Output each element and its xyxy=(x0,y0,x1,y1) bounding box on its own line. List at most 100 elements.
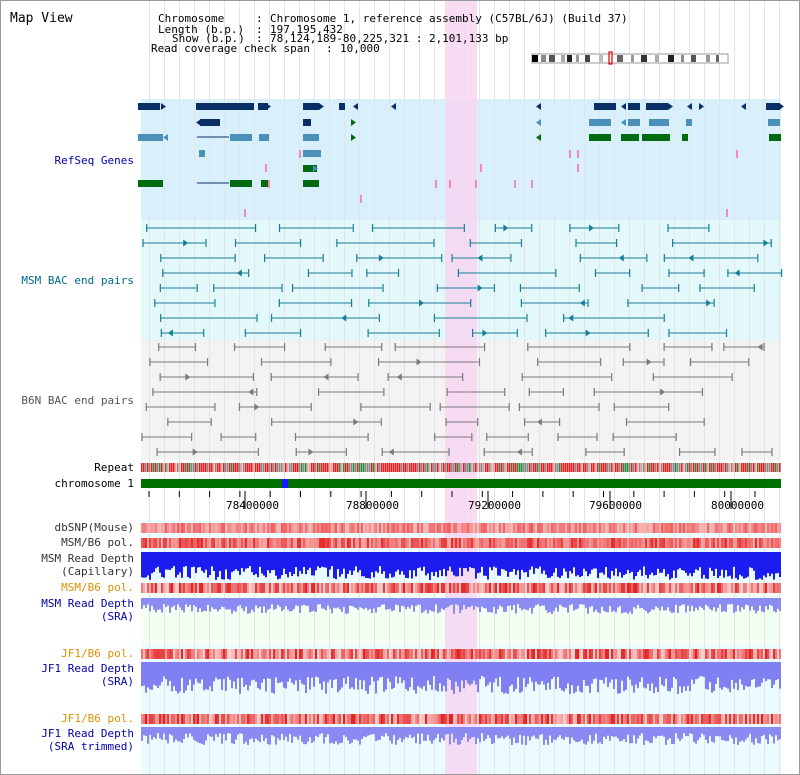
jf1-read-depth-trim-bar xyxy=(301,727,303,742)
msm-b6-pol-heat xyxy=(573,538,575,548)
msm-read-depth-cap-bar xyxy=(457,552,459,577)
jf1-b6-pol-heat xyxy=(437,649,439,659)
dbsnp-heat xyxy=(327,523,329,533)
dbsnp-heat xyxy=(185,523,187,533)
gene-exon xyxy=(589,134,611,141)
msm-read-depth-cap-bar xyxy=(419,552,421,568)
dbsnp-heat xyxy=(769,523,771,533)
gene-exon xyxy=(768,119,780,126)
jf1-read-depth-sra-bar xyxy=(343,662,345,679)
repeat-mark xyxy=(773,463,775,472)
msm-read-depth-cap-bar xyxy=(285,552,287,574)
msm-read-depth-cap-bar xyxy=(703,552,705,575)
msm-read-depth-sra-bar xyxy=(589,598,591,608)
jf1-b6-pol-heat xyxy=(363,649,365,659)
msm-read-depth-cap-bar xyxy=(361,552,363,577)
repeat-mark xyxy=(635,463,637,472)
jf1-read-depth-sra-bar xyxy=(167,662,169,686)
jf1-b6-pol-heat xyxy=(193,649,195,659)
repeat-mark xyxy=(143,463,145,472)
msm-b6-pol-heat xyxy=(429,538,431,548)
dbsnp-heat xyxy=(525,523,527,533)
jf1-b6-pol-heat xyxy=(639,649,641,659)
jf1-read-depth-sra-bar xyxy=(441,662,443,692)
msm-b6-pol-heat xyxy=(461,583,463,593)
msm-read-depth-sra-bar xyxy=(279,598,281,608)
b6n-bac-end xyxy=(527,343,529,351)
jf1-read-depth-trim-bar xyxy=(241,727,243,734)
jf1-read-depth-sra-bar xyxy=(201,662,203,680)
grid-line xyxy=(389,1,390,774)
msm-b6-pol-heat xyxy=(383,583,385,593)
msm-read-depth-sra-bar xyxy=(259,598,261,607)
msm-b6-pol-heat xyxy=(513,538,515,548)
jf1-read-depth-sra-bar xyxy=(681,662,683,693)
msm-b6-pol-heat xyxy=(593,583,595,593)
jf1-b6-pol-heat xyxy=(197,649,199,659)
msm-b6-pol-heat xyxy=(379,538,381,548)
dbsnp-heat xyxy=(511,523,513,533)
dbsnp-heat xyxy=(383,523,385,533)
msm-read-depth-cap-bar xyxy=(303,552,305,568)
jf1-b6-pol-heat xyxy=(651,714,653,724)
msm-b6-pol-heat xyxy=(279,583,281,593)
msm-read-depth-sra-bar xyxy=(331,598,333,614)
msm-b6-pol-heat xyxy=(257,583,259,593)
msm-b6-pol-heat xyxy=(201,538,203,548)
msm-read-depth-sra-bar xyxy=(623,598,625,613)
dbsnp-heat xyxy=(389,523,391,533)
jf1-b6-pol-heat xyxy=(507,714,509,724)
jf1-b6-pol-heat xyxy=(481,714,483,724)
jf1-b6-pol-heat xyxy=(761,714,763,724)
msm-read-depth-cap-bar xyxy=(455,552,457,577)
msm-read-depth-cap-bar xyxy=(433,552,435,576)
jf1-read-depth-trim-bar xyxy=(775,727,777,736)
msm-b6-pol-heat xyxy=(165,583,167,593)
repeat-mark xyxy=(421,463,423,472)
msm-read-depth-sra-bar xyxy=(685,598,687,613)
msm-b6-pol-heat xyxy=(193,538,195,548)
msm-read-depth-sra-bar xyxy=(161,598,163,613)
jf1-b6-pol-heat xyxy=(185,649,187,659)
jf1-b6-pol-heat xyxy=(153,649,155,659)
msm-bac-end xyxy=(457,269,459,277)
msm-read-depth-sra-bar xyxy=(327,598,329,606)
jf1-read-depth-sra-bar xyxy=(581,662,583,693)
jf1-b6-pol-heat xyxy=(761,649,763,659)
jf1-b6-pol-heat xyxy=(619,714,621,724)
jf1-read-depth-sra-bar xyxy=(147,662,149,688)
jf1-read-depth-sra-bar xyxy=(419,662,421,688)
dbsnp-heat xyxy=(373,523,375,533)
jf1-b6-pol-heat xyxy=(457,714,459,724)
jf1-read-depth-trim-bar xyxy=(303,727,305,745)
jf1-b6-pol-heat xyxy=(367,714,369,724)
jf1-read-depth-sra-bar xyxy=(523,662,525,679)
msm-b6-pol-heat xyxy=(719,583,721,593)
msm-read-depth-sra-bar xyxy=(519,598,521,609)
jf1-b6-pol-heat xyxy=(697,714,699,724)
dbsnp-heat xyxy=(349,523,351,533)
msm-b6-pol-heat xyxy=(209,538,211,548)
jf1-read-depth-sra-bar xyxy=(191,662,193,692)
jf1-b6-pol-heat xyxy=(283,714,285,724)
b6n-bac-end xyxy=(600,358,602,366)
jf1-b6-pol-heat xyxy=(383,649,385,659)
repeat-mark xyxy=(553,463,555,472)
msm-b6-pol-heat xyxy=(759,583,761,593)
msm-read-depth-sra-bar xyxy=(719,598,721,605)
msm-b6-pol-heat xyxy=(463,583,465,593)
dbsnp-heat xyxy=(263,523,265,533)
jf1-b6-pol-heat xyxy=(661,649,663,659)
msm-read-depth-cap-bar xyxy=(155,552,157,569)
jf1-b6-pol-heat xyxy=(511,714,513,724)
msm-b6-pol-heat xyxy=(165,538,167,548)
jf1-b6-pol-heat xyxy=(637,649,639,659)
msm-read-depth-sra-bar xyxy=(437,598,439,614)
jf1-read-depth-trim-bar xyxy=(609,727,611,741)
msm-bac-end xyxy=(627,299,629,307)
jf1-b6-pol-heat xyxy=(217,649,219,659)
msm-read-depth-cap-bar xyxy=(379,552,381,567)
repeat-mark xyxy=(691,463,693,472)
jf1-b6-pol-heat xyxy=(597,649,599,659)
repeat-mark xyxy=(335,463,337,472)
